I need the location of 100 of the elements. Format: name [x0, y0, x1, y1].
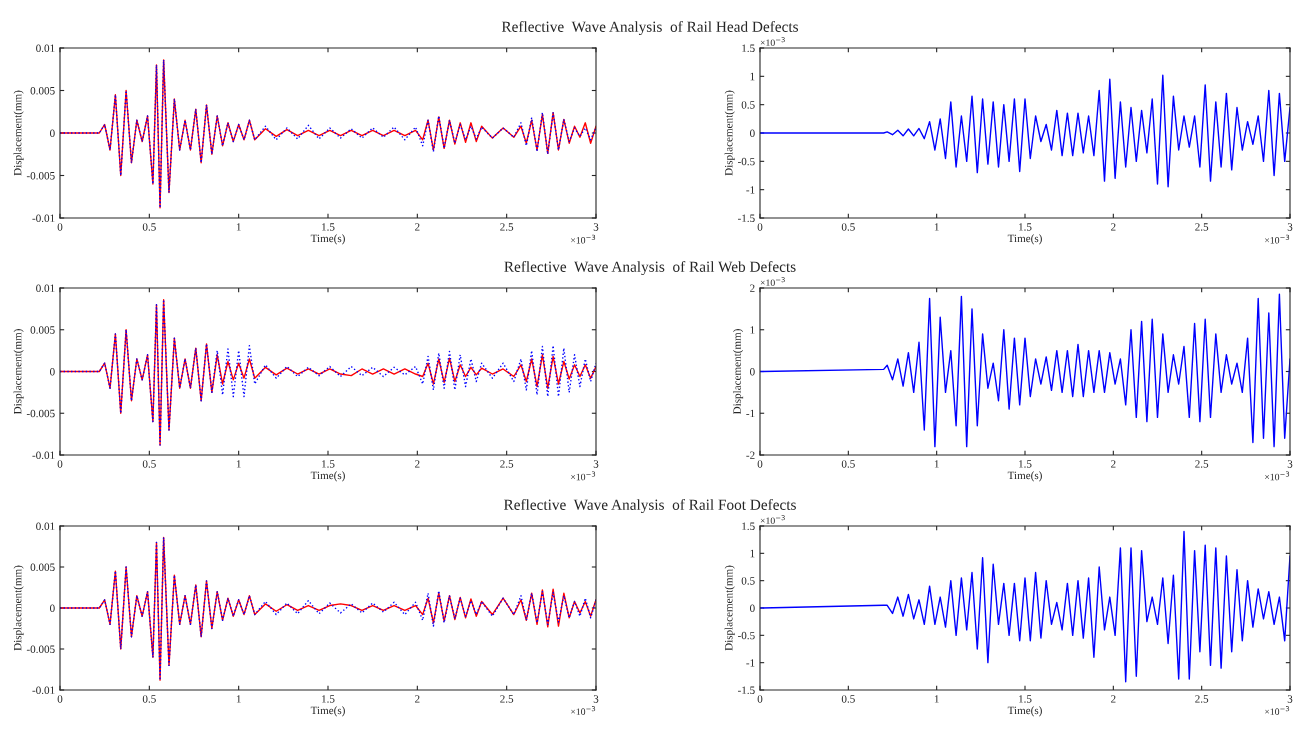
- y-tick-label: 0.01: [36, 44, 55, 53]
- y-tick-label: 0: [750, 367, 755, 376]
- x-tick-label: 2: [1111, 460, 1116, 468]
- y-tick-label: 1.5: [742, 522, 755, 531]
- x-tick-label: 1.5: [322, 460, 335, 468]
- x-tick-label: 0: [757, 695, 763, 703]
- x-axis-title: Time(s): [310, 471, 345, 482]
- text: ×10$^{−3}$: [1265, 706, 1290, 715]
- x-tick-label: 0: [757, 460, 763, 468]
- y-axis-title: Displacement(mm): [13, 329, 24, 415]
- y-tick-label: -0.005: [26, 645, 55, 654]
- y-tick-label: 0: [50, 367, 55, 376]
- x-tick-label: 3: [593, 223, 599, 231]
- y-tick-label: -0.5: [737, 157, 755, 166]
- x-tick-label: 3: [1287, 695, 1293, 703]
- x-tick-label: 0: [57, 460, 63, 468]
- x-tick-label: 1.5: [322, 223, 335, 231]
- x-tick-label: 2: [1111, 695, 1116, 703]
- text: Reflective Wave Analysis of Rail Web Defects: [504, 260, 796, 276]
- line-series: [760, 74, 1290, 188]
- x-tick-label: 1: [236, 223, 241, 231]
- y-tick-label: 0.005: [30, 86, 55, 95]
- x-tick-label: 2.5: [1195, 460, 1209, 468]
- x-tick-label: 2: [415, 223, 420, 231]
- text: Reflective Wave Analysis of Rail Head Defects: [501, 20, 799, 36]
- y-tick-label: -0.5: [737, 631, 755, 640]
- text: ×10$^{−3}$: [760, 515, 785, 524]
- y-tick-label: 0.005: [30, 326, 55, 334]
- x-axis-title: Time(s): [310, 234, 345, 245]
- y-axis-title: Displacement(mm): [13, 90, 24, 176]
- y-tick-label: 1: [750, 326, 755, 334]
- x-tick-label: 1: [236, 460, 241, 468]
- x-axis-title: Time(s): [1007, 471, 1042, 482]
- x-tick-label: 2.5: [500, 223, 514, 231]
- y-tick-label: 1: [750, 72, 755, 81]
- y-axis-title: Displacement(mm): [724, 565, 735, 651]
- y-tick-label: 0: [50, 604, 55, 612]
- x-tick-label: 1: [236, 695, 241, 703]
- text: ×10$^{−3}$: [1265, 234, 1290, 244]
- x-tick-label: 0.5: [142, 460, 156, 468]
- x-tick-label: 3: [1287, 223, 1293, 231]
- x-tick-label: 2.5: [500, 460, 514, 468]
- y-tick-label: -2: [746, 451, 755, 459]
- y-tick-label: -0.01: [32, 451, 55, 460]
- text: ×10$^{−3}$: [571, 234, 596, 244]
- y-tick-label: -0.01: [32, 214, 55, 223]
- x-tick-label: 1: [934, 223, 939, 231]
- y-tick-label: 0.01: [36, 522, 55, 531]
- x-tick-label: 2: [1111, 223, 1116, 231]
- y-tick-label: 0: [50, 129, 55, 137]
- x-tick-label: 0.5: [142, 223, 156, 231]
- x-tick-label: 2: [415, 695, 420, 703]
- x-tick-label: 0: [57, 695, 63, 703]
- x-tick-label: 2.5: [1195, 223, 1209, 231]
- y-tick-label: -0.005: [26, 171, 55, 180]
- y-tick-label: -1.5: [737, 214, 755, 223]
- y-tick-label: 2: [750, 284, 755, 292]
- text: ×10$^{−3}$: [1265, 471, 1290, 481]
- x-tick-label: 0.5: [841, 223, 855, 231]
- text: Reflective Wave Analysis of Rail Foot Defects: [503, 498, 796, 514]
- y-tick-label: -1: [746, 186, 755, 194]
- text: ×10$^{−3}$: [571, 706, 596, 715]
- text: ×10$^{−3}$: [760, 37, 785, 46]
- y-tick-label: -1.5: [737, 686, 755, 695]
- x-tick-label: 3: [593, 460, 599, 468]
- y-tick-label: -0.01: [32, 686, 55, 695]
- text: ×10$^{−3}$: [571, 471, 596, 481]
- y-tick-label: 0.005: [30, 563, 55, 572]
- y-axis-title: Displacement(mm): [733, 329, 744, 415]
- x-tick-label: 3: [1287, 460, 1293, 468]
- x-tick-label: 1.5: [322, 695, 335, 703]
- x-axis-title: Time(s): [1007, 706, 1042, 717]
- y-tick-label: -1: [746, 409, 755, 418]
- x-tick-label: 0.5: [841, 460, 855, 468]
- x-tick-label: 1: [934, 695, 939, 703]
- line-series: [60, 298, 596, 446]
- x-tick-label: 2.5: [1195, 695, 1209, 703]
- line-series: [760, 293, 1290, 448]
- x-axis-title: Time(s): [310, 706, 345, 717]
- y-tick-label: -0.005: [26, 409, 55, 418]
- x-tick-label: 2.5: [500, 695, 514, 703]
- y-tick-label: 0.5: [741, 577, 755, 585]
- line-series: [760, 530, 1290, 683]
- text: ×10$^{−3}$: [760, 277, 785, 286]
- x-tick-label: 2: [415, 460, 420, 468]
- x-axis-title: Time(s): [1007, 234, 1042, 245]
- x-tick-label: 0.5: [142, 695, 156, 703]
- x-tick-label: 0: [757, 223, 763, 231]
- y-axis-title: Displacement(mm): [13, 565, 24, 651]
- y-tick-label: 0: [750, 129, 755, 137]
- x-tick-label: 1.5: [1019, 223, 1032, 231]
- x-tick-label: 3: [593, 695, 599, 703]
- y-tick-label: 0.5: [741, 101, 755, 109]
- y-axis-title: Displacement(mm): [724, 90, 735, 176]
- y-tick-label: 1: [750, 549, 755, 558]
- y-tick-label: 1.5: [742, 44, 755, 53]
- line-series: [60, 59, 596, 209]
- y-tick-label: 0: [750, 604, 755, 612]
- line-series: [60, 536, 596, 681]
- x-tick-label: 1.5: [1019, 460, 1032, 468]
